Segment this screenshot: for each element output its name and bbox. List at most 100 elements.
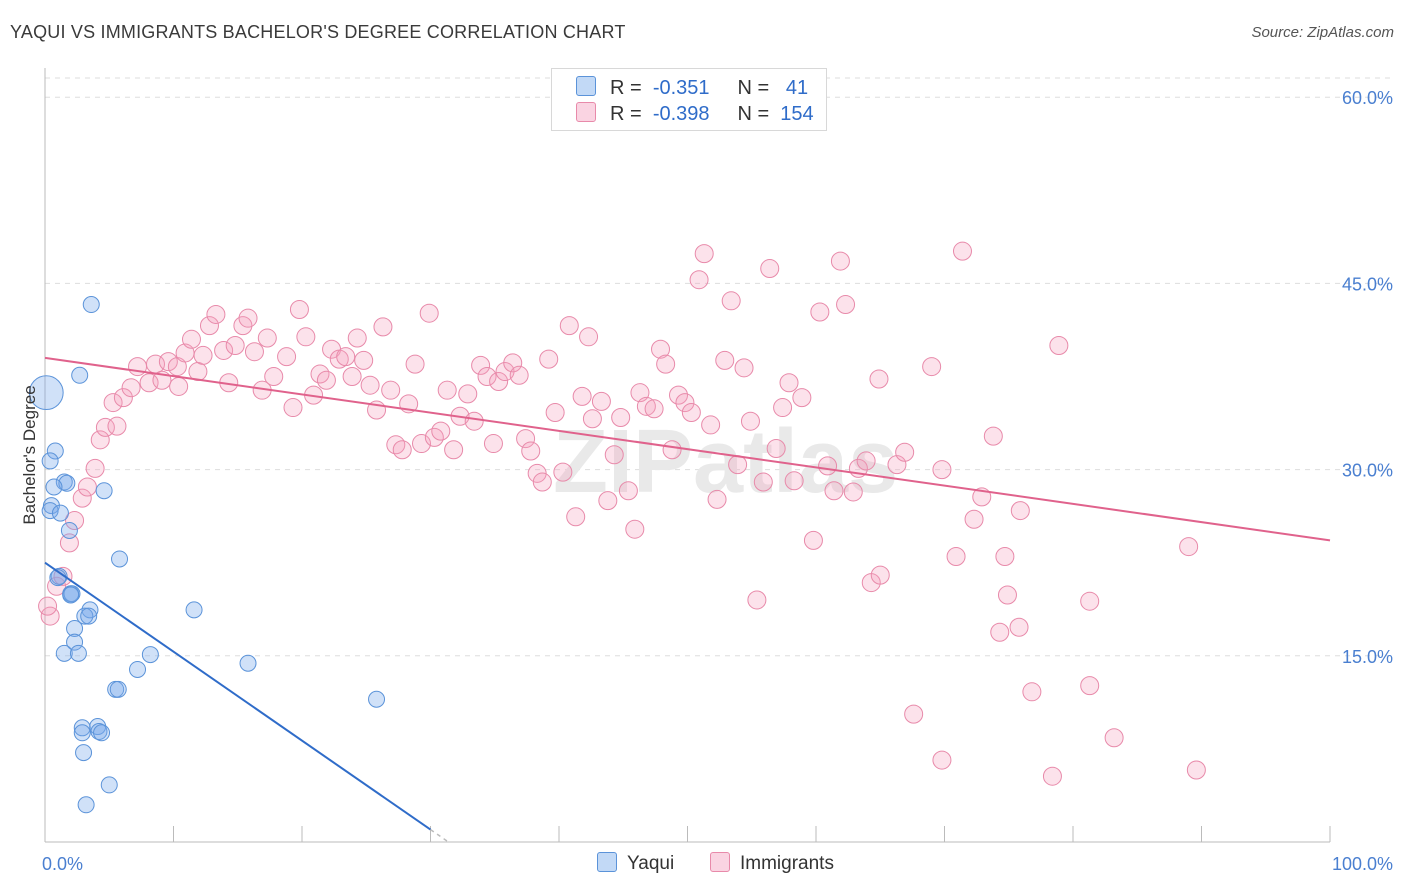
immigrants-point bbox=[656, 354, 676, 374]
immigrants-point bbox=[932, 750, 952, 770]
yaqui-point bbox=[111, 550, 129, 568]
yaqui-point bbox=[76, 607, 94, 625]
immigrants-point bbox=[952, 241, 972, 261]
immigrants-point bbox=[990, 622, 1010, 642]
immigrants-point bbox=[296, 327, 316, 347]
yaqui-point bbox=[28, 375, 64, 411]
immigrants-point bbox=[121, 378, 141, 398]
immigrants-point bbox=[1080, 591, 1100, 611]
immigrants-point bbox=[283, 398, 303, 418]
yaqui-trend-line bbox=[44, 561, 432, 831]
yaqui-point bbox=[50, 567, 68, 585]
immigrants-point bbox=[72, 488, 92, 508]
immigrants-point bbox=[598, 491, 618, 511]
immigrants-point bbox=[1010, 501, 1030, 521]
yaqui-point bbox=[55, 644, 73, 662]
immigrants-point bbox=[747, 590, 767, 610]
immigrants-point bbox=[483, 434, 503, 454]
immigrants-point bbox=[1042, 766, 1062, 786]
yaqui-point bbox=[100, 776, 118, 794]
legend-n-value: 154 bbox=[780, 103, 814, 125]
immigrants-point bbox=[964, 509, 984, 529]
immigrants-point bbox=[316, 370, 336, 390]
immigrants-point bbox=[818, 456, 838, 476]
immigrants-point bbox=[65, 511, 85, 531]
immigrants-point bbox=[431, 421, 451, 441]
y-tick-label: 60.0% bbox=[1342, 88, 1393, 108]
legend-r-label: R = bbox=[610, 77, 642, 99]
immigrants-point bbox=[803, 530, 823, 550]
legend-n-value: 41 bbox=[785, 77, 809, 99]
immigrants-point bbox=[354, 350, 374, 370]
immigrants-point bbox=[662, 440, 682, 460]
x-tick-label: 0.0% bbox=[42, 854, 83, 874]
immigrants-point bbox=[347, 328, 367, 348]
immigrants-point bbox=[932, 460, 952, 480]
yaqui-point bbox=[46, 442, 64, 460]
yaqui-point bbox=[73, 724, 91, 742]
immigrants-point bbox=[572, 386, 592, 406]
immigrants-point bbox=[1104, 728, 1124, 748]
yaqui-point bbox=[41, 452, 59, 470]
x-tick-label: 100.0% bbox=[1332, 854, 1393, 874]
immigrants-point bbox=[503, 353, 523, 373]
immigrants-point bbox=[458, 384, 478, 404]
immigrants-point bbox=[59, 533, 79, 553]
yaqui-point bbox=[141, 646, 159, 664]
yaqui-point bbox=[368, 690, 386, 708]
immigrants-point bbox=[336, 347, 356, 367]
immigrants-swatch bbox=[710, 852, 730, 872]
immigrants-point bbox=[169, 376, 189, 396]
immigrants-point bbox=[721, 291, 741, 311]
immigrants-point bbox=[181, 329, 201, 349]
immigrants-point bbox=[591, 391, 611, 411]
immigrants-point bbox=[636, 396, 656, 416]
legend-n-label: N = bbox=[737, 77, 770, 99]
y-tick-label: 15.0% bbox=[1342, 647, 1393, 667]
yaqui-point bbox=[41, 502, 59, 520]
yaqui-point bbox=[109, 680, 127, 698]
immigrants-point bbox=[611, 407, 631, 427]
immigrants-point bbox=[625, 519, 645, 539]
immigrants-point bbox=[360, 375, 380, 395]
immigrants-point bbox=[264, 367, 284, 387]
immigrants-point bbox=[566, 507, 586, 527]
immigrants-point bbox=[471, 355, 491, 375]
yaqui-point bbox=[75, 744, 93, 762]
immigrants-point bbox=[238, 308, 258, 328]
yaqui-point bbox=[51, 504, 69, 522]
immigrants-point bbox=[85, 458, 105, 478]
immigrants-point bbox=[289, 299, 309, 319]
immigrants-point bbox=[715, 350, 735, 370]
immigrants-point bbox=[694, 244, 714, 264]
immigrants-point bbox=[792, 388, 812, 408]
immigrants-point bbox=[477, 367, 497, 387]
immigrants-point bbox=[760, 259, 780, 279]
immigrants-point bbox=[437, 380, 457, 400]
immigrants-point bbox=[107, 416, 127, 436]
immigrants-point bbox=[103, 393, 123, 413]
immigrants-point bbox=[946, 547, 966, 567]
immigrants-point bbox=[824, 481, 844, 501]
immigrants-point bbox=[651, 339, 671, 359]
immigrants-point bbox=[644, 399, 664, 419]
immigrants-point bbox=[728, 455, 748, 475]
immigrants-point bbox=[381, 380, 401, 400]
immigrants-point bbox=[464, 411, 484, 431]
immigrants-point bbox=[77, 477, 97, 497]
yaqui-point bbox=[95, 482, 113, 500]
immigrants-point bbox=[895, 442, 915, 462]
immigrants-point bbox=[870, 565, 890, 585]
legend-r-value: -0.351 bbox=[652, 77, 710, 99]
legend-r-label: R = bbox=[610, 103, 642, 125]
immigrants-point bbox=[545, 403, 565, 423]
immigrants-point bbox=[681, 403, 701, 423]
legend-n-label: N = bbox=[737, 103, 770, 125]
immigrants-point bbox=[1179, 537, 1199, 557]
immigrants-point bbox=[277, 347, 297, 367]
yaqui-points bbox=[28, 296, 386, 814]
bottom-legend-immigrants: Immigrants bbox=[710, 852, 834, 875]
immigrants-point bbox=[90, 430, 110, 450]
yaqui-point bbox=[66, 633, 84, 651]
immigrants-point bbox=[214, 340, 234, 360]
